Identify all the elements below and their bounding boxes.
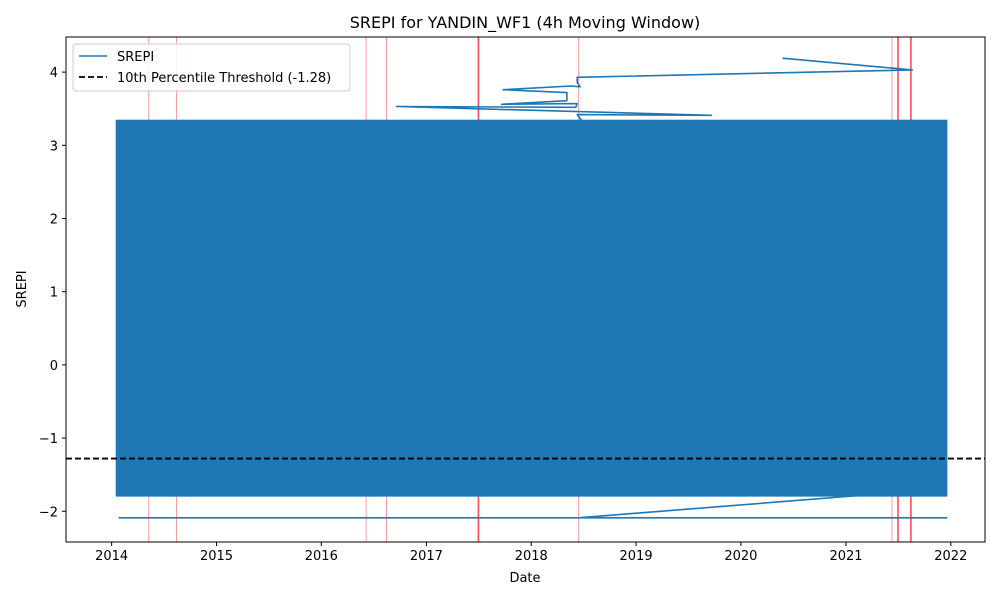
x-axis-label: Date <box>509 571 540 586</box>
legend: SREPI 10th Percentile Threshold (-1.28) <box>72 43 351 92</box>
x-tick-label: 2018 <box>515 549 548 564</box>
srepi-dense-band <box>115 119 948 497</box>
srepi-series-line <box>118 57 948 519</box>
y-tick-label: −1 <box>39 432 58 447</box>
y-tick-label: 4 <box>50 66 58 81</box>
y-tick-label: 1 <box>50 286 58 301</box>
legend-label-srepi: SREPI <box>117 50 154 65</box>
x-tick-label: 2020 <box>724 549 757 564</box>
x-tick-label: 2017 <box>410 549 443 564</box>
plot-area <box>66 37 985 542</box>
x-tick-label: 2015 <box>200 549 233 564</box>
legend-label-threshold: 10th Percentile Threshold (-1.28) <box>117 71 331 86</box>
x-tick-label: 2022 <box>934 549 967 564</box>
y-tick-label: 3 <box>50 139 58 154</box>
x-tick-label: 2016 <box>305 549 338 564</box>
axes: 2014 2015 2016 2017 2018 2019 2020 2021 2022 4 3 2 1… <box>39 66 968 564</box>
x-tick-label: 2019 <box>620 549 653 564</box>
y-tick-label: 2 <box>50 213 58 228</box>
plot-frame <box>65 36 986 543</box>
y-axis-label: SREPI <box>15 270 30 307</box>
y-tick-label: −2 <box>39 505 58 520</box>
legend-box <box>72 43 351 92</box>
x-tick-label: 2014 <box>95 549 128 564</box>
chart-title: SREPI for YANDIN_WF1 (4h Moving Window) <box>350 13 701 33</box>
x-tick-label: 2021 <box>829 549 862 564</box>
y-tick-label: 0 <box>50 359 58 374</box>
